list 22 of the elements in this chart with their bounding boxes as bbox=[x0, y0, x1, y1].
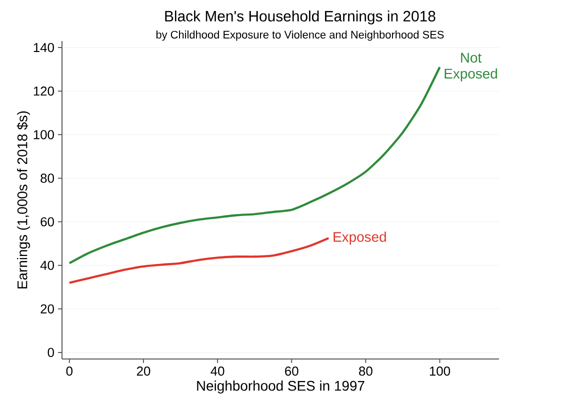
x-axis-title: Neighborhood SES in 1997 bbox=[197, 380, 364, 394]
y-tick-label: 0 bbox=[48, 348, 54, 358]
line-series bbox=[68, 66, 441, 264]
y-tick-label: 20 bbox=[40, 304, 54, 314]
y-tick-label: 60 bbox=[40, 217, 54, 226]
y-tick-label: 80 bbox=[40, 174, 54, 183]
y-axis-title: Earnings (1,000s of 2018 $s) bbox=[16, 111, 30, 288]
y-tick-label: 120 bbox=[34, 86, 54, 96]
x-tick-label: 40 bbox=[210, 366, 224, 376]
y-tick-label: 40 bbox=[40, 260, 54, 270]
chart-title: Black Men's Household Earnings in 2018 bbox=[165, 10, 436, 24]
y-tick-label: 140 bbox=[34, 42, 54, 52]
x-tick-label: 20 bbox=[136, 366, 150, 376]
x-tick-label: 80 bbox=[359, 366, 372, 376]
x-tick-label: 60 bbox=[285, 366, 298, 376]
series-label: Not Exposed bbox=[444, 52, 498, 82]
x-tick-label: 100 bbox=[430, 366, 450, 376]
y-tick-label: 100 bbox=[34, 130, 54, 140]
chart-subtitle: by Childhood Exposure to Violence and Neighborhood SES bbox=[156, 30, 444, 41]
series-label: Exposed bbox=[334, 232, 386, 245]
line-series bbox=[68, 237, 330, 284]
x-tick-label: 0 bbox=[66, 366, 73, 376]
